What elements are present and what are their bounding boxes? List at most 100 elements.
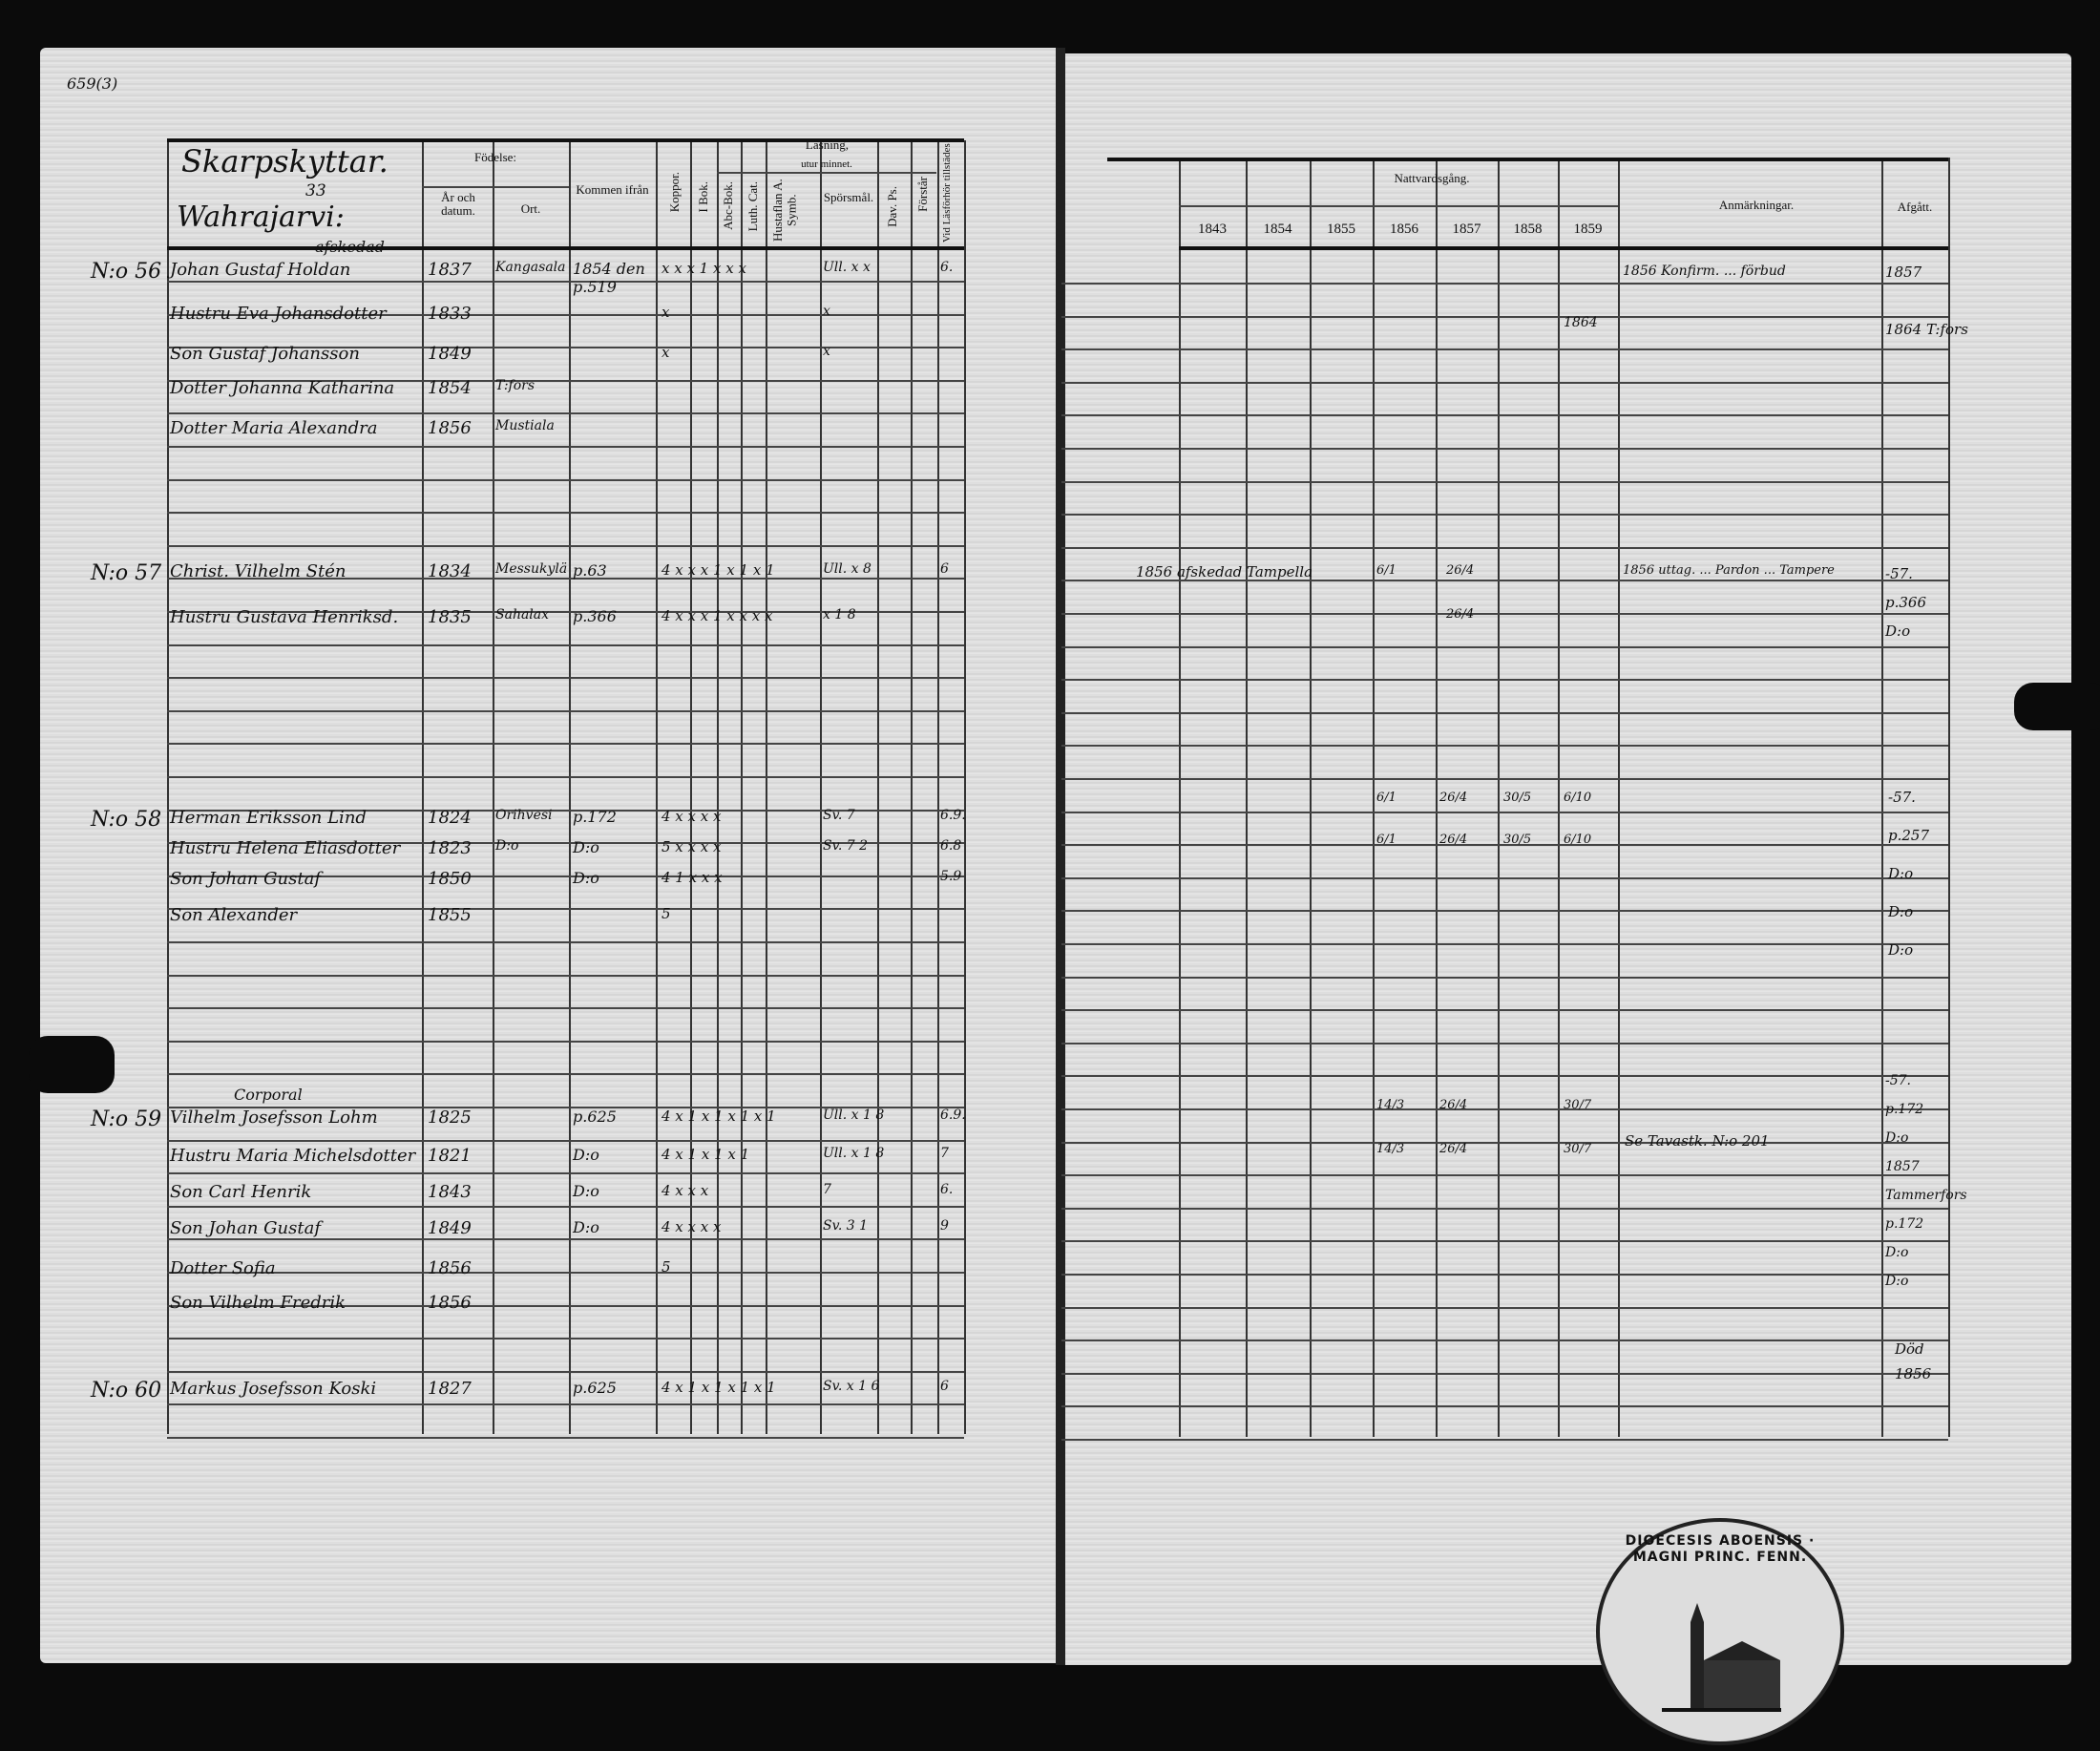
row-rule [167,544,964,547]
person-name: Herman Eriksson Lind [170,808,367,828]
reading-marks: x x x 1 x x x [662,260,746,277]
row-rule [1061,348,1948,351]
stamp-text: DIOECESIS ABOENSIS · MAGNI PRINC. FENN. [1625,1533,1816,1565]
birth-year: 1850 [428,869,472,889]
person-name: Hustru Helena Eliasdotter [170,838,401,858]
row-rule [1061,943,1948,945]
birth-year: 1821 [428,1146,472,1166]
communion-mark: 30/5 [1503,791,1532,805]
person-name: Christ. Vilhelm Stén [170,561,346,581]
header-ar-och-datum: År och datum. [441,190,475,219]
household-number: N:o 58 [91,808,162,832]
header-anmarkningar: Anmärkningar. [1718,198,1795,212]
row-rule [1061,1108,1948,1110]
header-year: 1859 [1573,222,1603,237]
sporsmal-mark: Ull. x 1 8 [823,1108,885,1123]
reading-marks: 4 x 1 x 1 x 1 x 1 [662,1108,776,1125]
row-rule [167,941,964,943]
header-lasning: Läsning, [805,137,850,152]
row-rule [1061,1439,1948,1441]
person-name: Dotter Johanna Katharina [170,378,395,398]
birth-year: 1823 [428,838,472,858]
remark: 1856 uttag. ... Pardon ... Tampere [1623,563,1835,578]
column-rule [820,140,822,1434]
birth-year: 1837 [428,260,472,280]
row-rule [1061,645,1948,648]
header-rule [717,172,936,174]
row-rule [167,1073,964,1076]
came-from: D:o [573,838,599,856]
row-rule [1061,910,1948,913]
came-from: D:o [573,1218,599,1236]
reading-marks: 5 x x x x [662,838,722,855]
person-note: Corporal [234,1086,303,1104]
header-year: 1858 [1513,222,1543,237]
birth-year: 1835 [428,607,472,627]
page-edge-notch [2014,683,2100,730]
header-hustaflan: Hustaflan A. Symb. [770,179,799,242]
communion-mark: 6/10 [1564,833,1592,847]
afgatt-mark: D:o [1885,1274,1909,1289]
communion-mark: 30/7 [1564,1142,1592,1156]
diocese-stamp: DIOECESIS ABOENSIS · MAGNI PRINC. FENN. [1596,1518,1844,1745]
came-from: p.366 [573,607,617,625]
row-rule [167,1007,964,1010]
row-rule [1061,1405,1948,1408]
column-rule [937,140,939,1434]
afgatt-mark: Död [1895,1340,1924,1358]
sporsmal-mark: x [823,304,830,319]
afgatt-mark: p.172 [1885,1102,1924,1117]
came-from: 1854 den p.519 [573,260,645,297]
header-year: 1857 [1452,222,1481,237]
person-name: Son Gustaf Johansson [170,344,360,364]
row-rule [1061,1207,1948,1210]
communion-mark: 26/4 [1439,1142,1468,1156]
birth-year: 1854 [428,378,472,398]
reading-marks: 4 x x x [662,1182,709,1199]
header-rule [1179,246,1948,250]
row-rule [167,1304,964,1307]
row-rule [167,743,964,746]
birth-year: 1849 [428,344,472,364]
page-number: 659(3) [67,74,118,93]
reading-marks: x [662,344,670,361]
person-name: Johan Gustaf Holdan [170,260,351,280]
remark: 1856 Konfirm. ... förbud [1623,264,1786,279]
row-rule [1061,976,1948,979]
attendance-mark: 6.8 [940,838,962,854]
person-name: Markus Josefsson Koski [170,1379,377,1399]
church-icon [1662,1603,1781,1712]
afgatt-mark: 1864 T:fors [1885,321,1968,338]
afgatt-mark: p.366 [1885,594,1927,611]
person-name: Son Vilhelm Fredrik [170,1293,346,1313]
row-rule [167,875,964,877]
row-rule [167,1139,964,1142]
household-number: N:o 60 [91,1379,162,1403]
row-rule [1061,745,1948,748]
row-rule [167,446,964,448]
column-rule [741,140,743,1434]
remark: Se Tavastk. N:o 201 [1625,1132,1770,1150]
row-rule [1061,315,1948,318]
header-year: 1843 [1198,222,1227,237]
birth-year: 1856 [428,1293,472,1313]
communion-mark: 14/3 [1376,1142,1405,1156]
row-rule [1061,514,1948,517]
person-name: Hustru Eva Johansdotter [170,304,387,324]
row-rule [167,611,964,613]
afgatt-mark: 1857 [1885,264,1922,281]
reading-marks: x [662,304,670,321]
came-from: p.63 [573,561,607,580]
came-from: D:o [573,869,599,887]
row-rule [1061,1141,1948,1144]
row-rule [167,1272,964,1274]
sporsmal-mark: x [823,344,830,359]
birth-place: Orihvesi [495,808,553,823]
reading-marks: 4 x x x x [662,1218,722,1235]
reading-marks: 4 x x x x [662,808,722,825]
row-rule [167,1205,964,1208]
communion-mark: 6/1 [1376,791,1396,805]
header-koppor: Koppor. [667,172,682,213]
header-ort: Ort. [520,201,541,216]
birth-year: 1855 [428,905,472,925]
